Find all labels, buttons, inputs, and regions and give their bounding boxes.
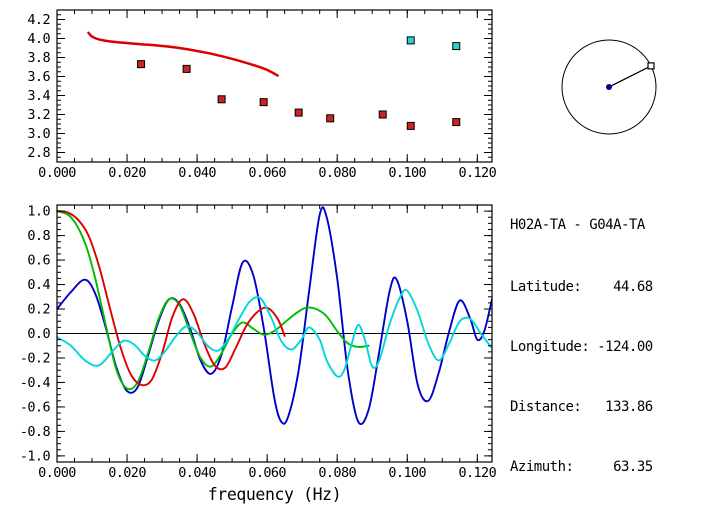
y-tick-label: -0.6 [20, 399, 51, 415]
info-line-longitude: Longitude: -124.00 [510, 339, 653, 355]
curve-blue [57, 206, 492, 426]
x-tick-label: 0.000 [38, 465, 76, 481]
x-tick-label: 0.100 [388, 165, 426, 181]
curve-cyan [57, 288, 492, 378]
y-tick-label: 2.8 [27, 145, 50, 161]
azimuth-diagram [561, 39, 657, 135]
y-tick-label: 0.0 [27, 326, 50, 342]
dispersion-curve-red [87, 31, 279, 77]
y-tick-label: 3.2 [27, 107, 50, 123]
x-tick-label: 0.120 [458, 465, 496, 481]
y-tick-label: 0.2 [27, 302, 50, 318]
y-tick-label: -0.4 [20, 375, 51, 391]
x-tick-label: 0.040 [178, 165, 216, 181]
azimuth-circle [561, 39, 657, 135]
x-tick-label: 0.120 [458, 165, 496, 181]
info-line-distance: Distance: 133.86 [510, 399, 653, 415]
x-tick-label: 0.020 [108, 465, 146, 481]
curve-green [57, 210, 370, 391]
y-tick-label: 4.2 [27, 12, 50, 28]
x-tick-label: 0.100 [388, 465, 426, 481]
station-center-dot [606, 84, 612, 90]
x-tick-label: 0.060 [248, 465, 286, 481]
y-tick-label: 3.0 [27, 126, 50, 142]
info-line-latitude: Latitude: 44.68 [510, 279, 653, 295]
x-axis-title: frequency (Hz) [208, 485, 341, 504]
x-tick-label: 0.060 [248, 165, 286, 181]
waveform-plot-axes: 0.000 0.020 0.040 0.060 0.080 0.100 0.120 -1.0 -… [20, 204, 497, 504]
curve-red [57, 210, 286, 387]
station-edge-marker [647, 62, 655, 70]
y-tick-label: -0.8 [20, 424, 51, 440]
y-tick-label: 0.4 [27, 277, 50, 293]
azimuth-line [608, 65, 652, 88]
y-tick-label: 0.8 [27, 228, 50, 244]
y-tick-label: 3.6 [27, 69, 50, 85]
x-tick-label: 0.080 [318, 165, 356, 181]
dispersion-picks-red [137, 60, 461, 130]
y-tick-label: 3.4 [27, 88, 50, 104]
waveform-plot: 0.000 0.020 0.040 0.060 0.080 0.100 0.120 -1.0 -… [20, 204, 497, 504]
x-tick-label: 0.000 [38, 165, 76, 181]
station-pair-title: H02A-TA - G04A-TA [510, 217, 645, 233]
y-tick-label: 1.0 [27, 204, 50, 220]
dispersion-picks-cyan [406, 36, 461, 51]
x-tick-label: 0.020 [108, 165, 146, 181]
x-tick-label: 0.080 [318, 465, 356, 481]
y-tick-label: -0.2 [20, 350, 50, 366]
y-tick-label: 4.0 [27, 31, 50, 47]
station-info-panel: H02A-TA - G04A-TA Latitude: 44.68 Longit… [510, 175, 653, 519]
dispersion-plot: 0.000 0.020 0.040 0.060 0.080 0.100 0.120 2.8 3.… [27, 9, 497, 181]
info-line-azimuth: Azimuth: 63.35 [510, 459, 653, 475]
x-tick-label: 0.040 [178, 465, 216, 481]
y-tick-label: 3.8 [27, 50, 50, 66]
y-tick-label: 0.6 [27, 253, 50, 269]
dispersion-plot-axes: 0.000 0.020 0.040 0.060 0.080 0.100 0.120 2.8 3.… [27, 9, 497, 181]
y-tick-label: -1.0 [20, 448, 51, 464]
